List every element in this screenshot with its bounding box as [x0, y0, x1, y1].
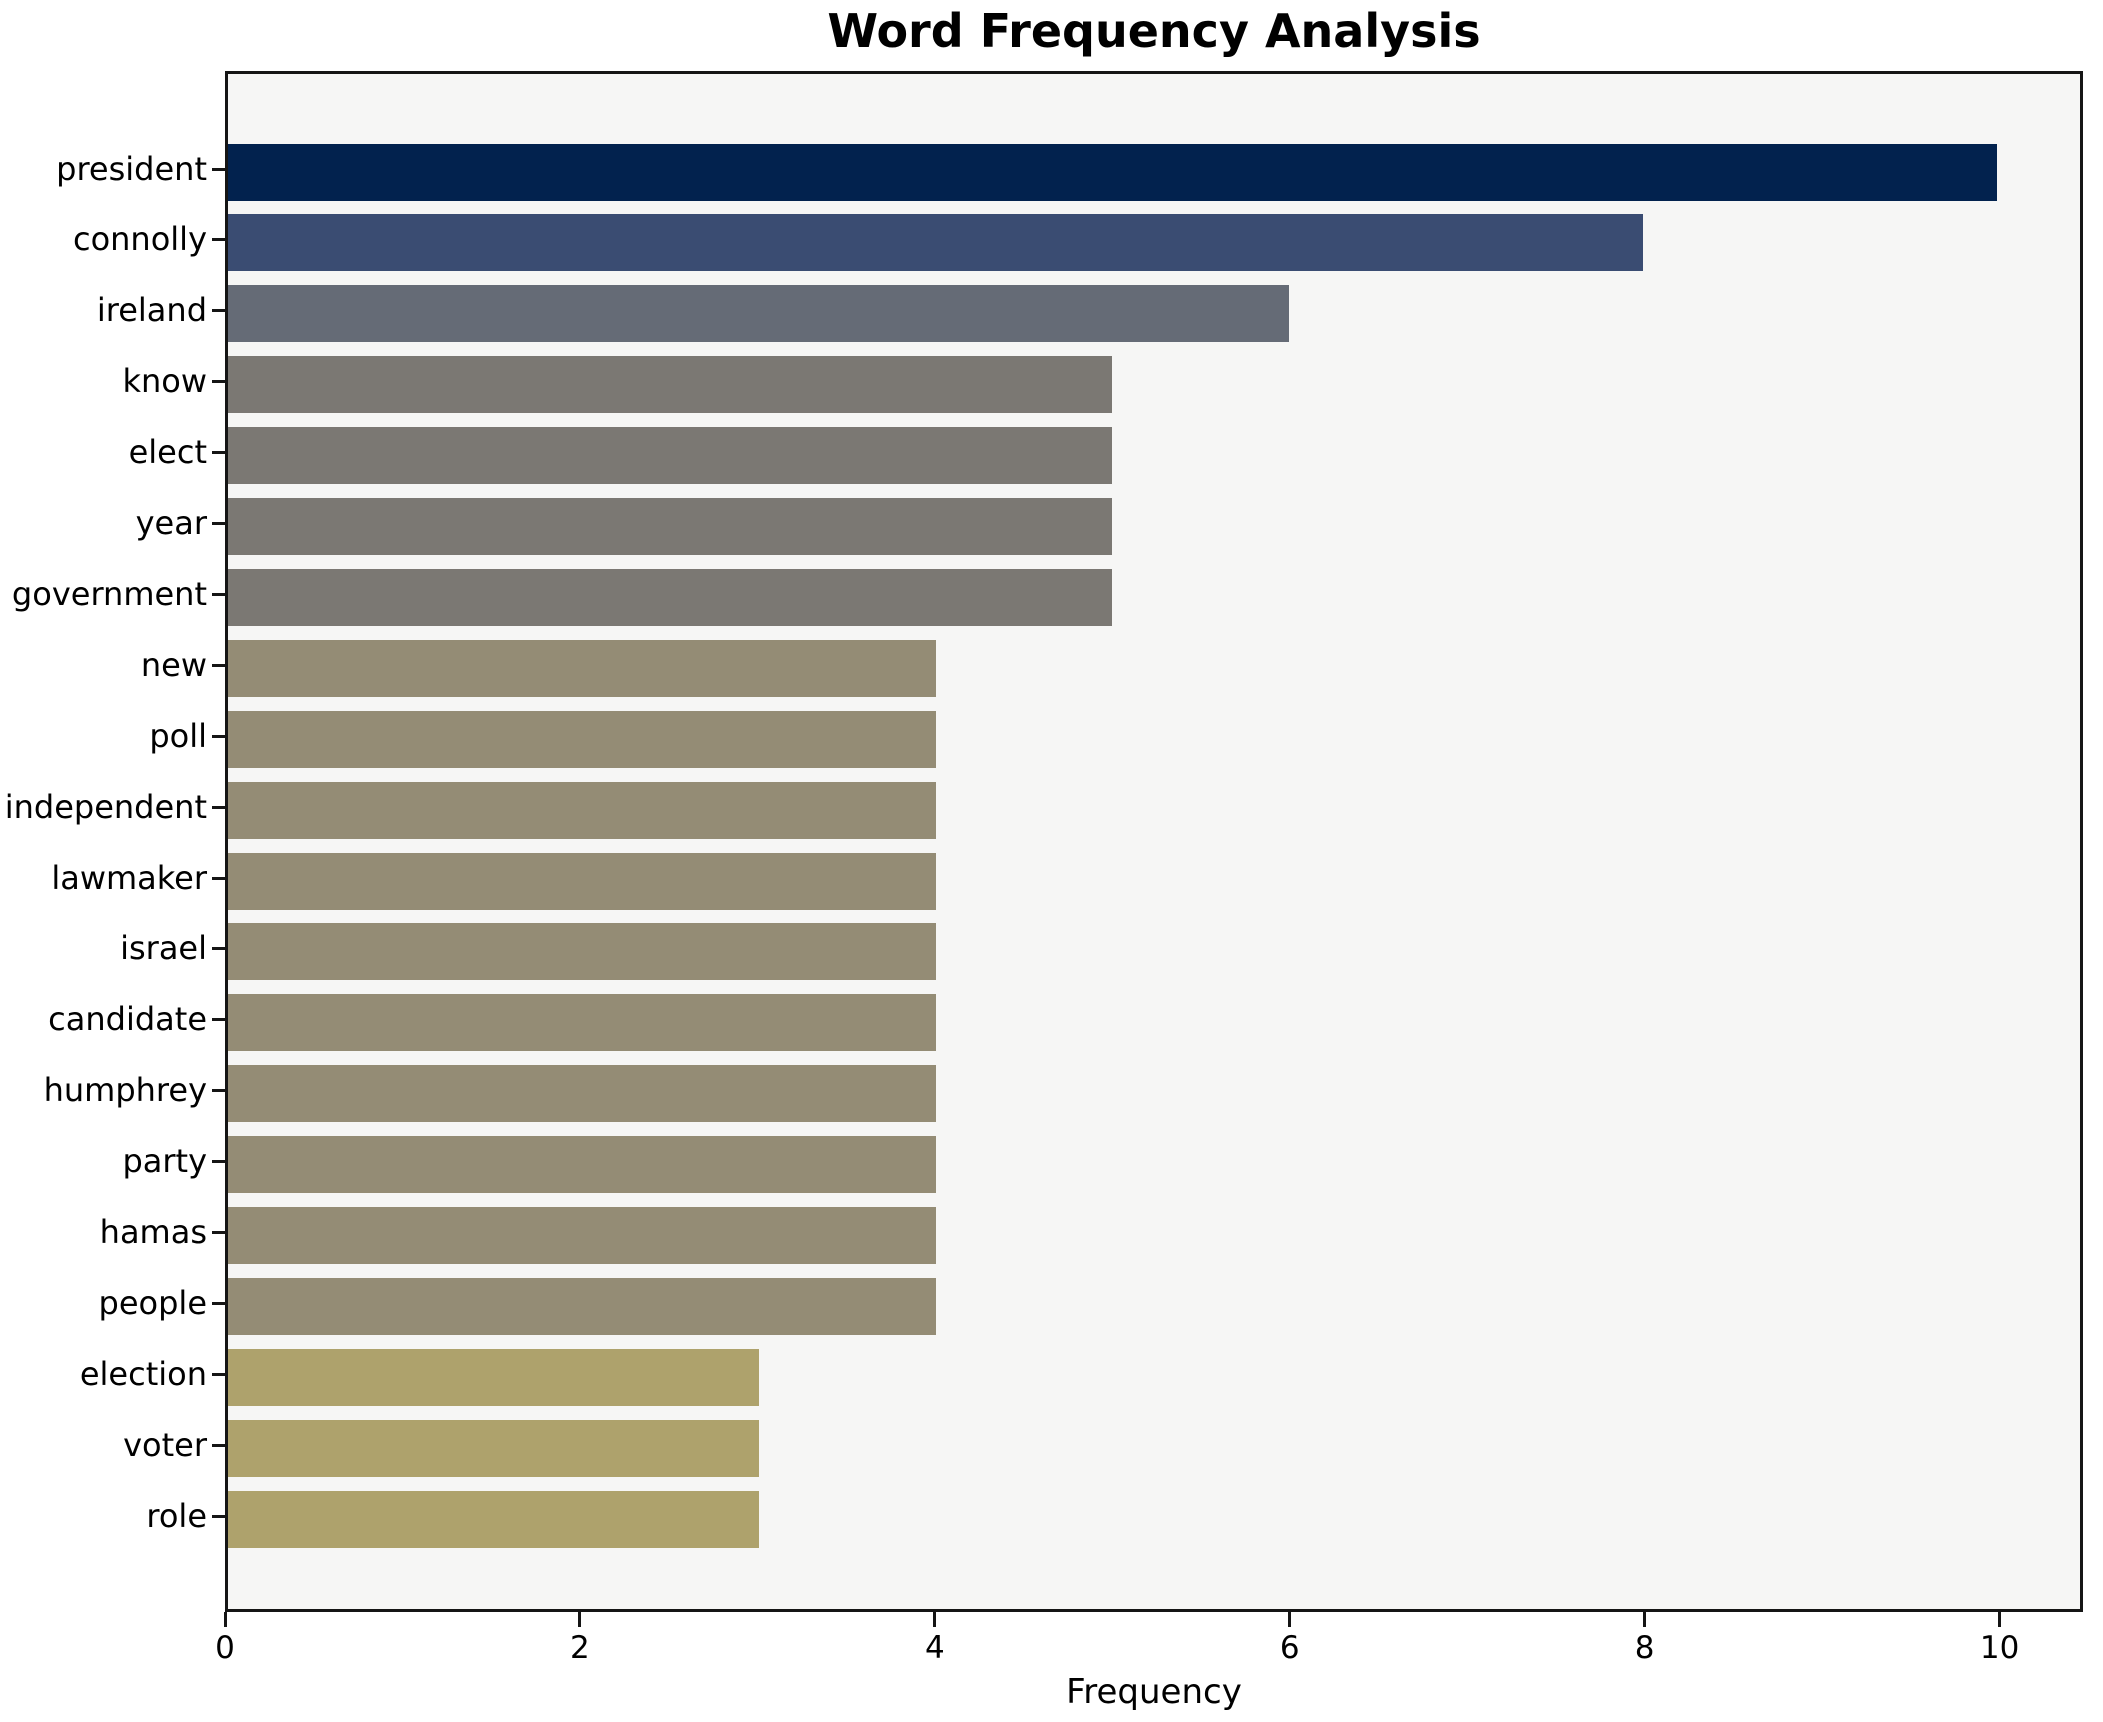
- y-tick-label-humphrey: humphrey: [43, 1071, 207, 1110]
- y-tick-label-israel: israel: [120, 929, 207, 968]
- x-tick-label-8: 8: [1634, 1630, 1655, 1666]
- y-tick-label-new: new: [140, 645, 207, 684]
- y-tick-mark: [212, 1514, 225, 1518]
- bar-ireland: [228, 285, 1290, 343]
- bar-independent: [228, 781, 936, 839]
- bar-candidate: [228, 994, 936, 1052]
- y-tick-mark: [212, 663, 225, 667]
- y-tick-label-year: year: [135, 504, 207, 542]
- y-tick-mark: [212, 238, 225, 242]
- chart-title: Word Frequency Analysis: [827, 4, 1481, 58]
- y-tick-mark: [212, 522, 225, 525]
- y-tick-mark: [212, 1443, 225, 1447]
- bar-new: [228, 639, 936, 697]
- y-tick-label-voter: voter: [123, 1425, 207, 1464]
- y-tick-label-president: president: [56, 149, 207, 188]
- y-tick-mark: [212, 380, 225, 384]
- y-tick-label-independent: independent: [4, 787, 207, 826]
- x-tick-mark: [1643, 1612, 1647, 1627]
- y-tick-label-connolly: connolly: [72, 220, 207, 259]
- y-tick-mark: [212, 1160, 225, 1164]
- x-tick-label-6: 6: [1279, 1630, 1300, 1666]
- y-tick-mark: [212, 451, 225, 455]
- plot-area: [225, 71, 2083, 1612]
- y-tick-label-people: people: [98, 1283, 207, 1322]
- x-tick-mark: [1288, 1612, 1292, 1627]
- bar-poll: [228, 710, 936, 768]
- y-tick-mark: [212, 592, 225, 596]
- x-axis-title: Frequency: [1066, 1672, 1242, 1712]
- y-tick-mark: [212, 167, 225, 171]
- bar-role: [228, 1490, 759, 1548]
- bar-hamas: [228, 1207, 936, 1264]
- y-tick-mark: [212, 1301, 225, 1305]
- bar-election: [228, 1348, 759, 1406]
- bar-connolly: [228, 214, 1644, 272]
- y-tick-label-role: role: [146, 1496, 207, 1535]
- y-tick-mark: [212, 1231, 225, 1234]
- bar-people: [228, 1277, 936, 1335]
- y-tick-mark: [212, 1089, 225, 1093]
- y-tick-label-elect: elect: [128, 433, 207, 472]
- y-tick-mark: [212, 947, 225, 951]
- bar-know: [228, 356, 1113, 414]
- y-tick-label-election: election: [79, 1354, 207, 1393]
- bar-israel: [228, 923, 936, 981]
- y-tick-label-lawmaker: lawmaker: [51, 858, 207, 897]
- y-tick-mark: [212, 309, 225, 313]
- x-tick-mark: [1998, 1612, 2002, 1627]
- bar-humphrey: [228, 1065, 936, 1123]
- x-tick-label-0: 0: [215, 1630, 235, 1666]
- y-tick-mark: [212, 734, 225, 738]
- bar-government: [228, 568, 1113, 626]
- bar-lawmaker: [228, 852, 936, 910]
- y-tick-label-poll: poll: [149, 716, 207, 755]
- y-tick-label-know: know: [122, 362, 207, 401]
- x-tick-label-4: 4: [924, 1630, 945, 1666]
- x-tick-label-2: 2: [570, 1630, 590, 1666]
- y-tick-mark: [212, 1372, 225, 1376]
- y-tick-mark: [212, 805, 225, 809]
- bar-president: [228, 143, 1997, 201]
- x-tick-mark: [223, 1612, 227, 1627]
- y-tick-mark: [212, 876, 225, 880]
- y-tick-label-hamas: hamas: [99, 1213, 207, 1251]
- bar-voter: [228, 1419, 759, 1477]
- y-tick-label-party: party: [122, 1142, 207, 1181]
- x-tick-label-10: 10: [1979, 1630, 2020, 1666]
- bar-elect: [228, 427, 1113, 485]
- y-tick-label-ireland: ireland: [96, 291, 207, 330]
- y-tick-label-government: government: [11, 574, 207, 613]
- bar-party: [228, 1136, 936, 1194]
- y-tick-mark: [212, 1018, 225, 1022]
- x-tick-mark: [933, 1612, 937, 1627]
- bar-year: [228, 498, 1113, 555]
- y-tick-label-candidate: candidate: [48, 1000, 207, 1039]
- x-tick-mark: [578, 1612, 582, 1627]
